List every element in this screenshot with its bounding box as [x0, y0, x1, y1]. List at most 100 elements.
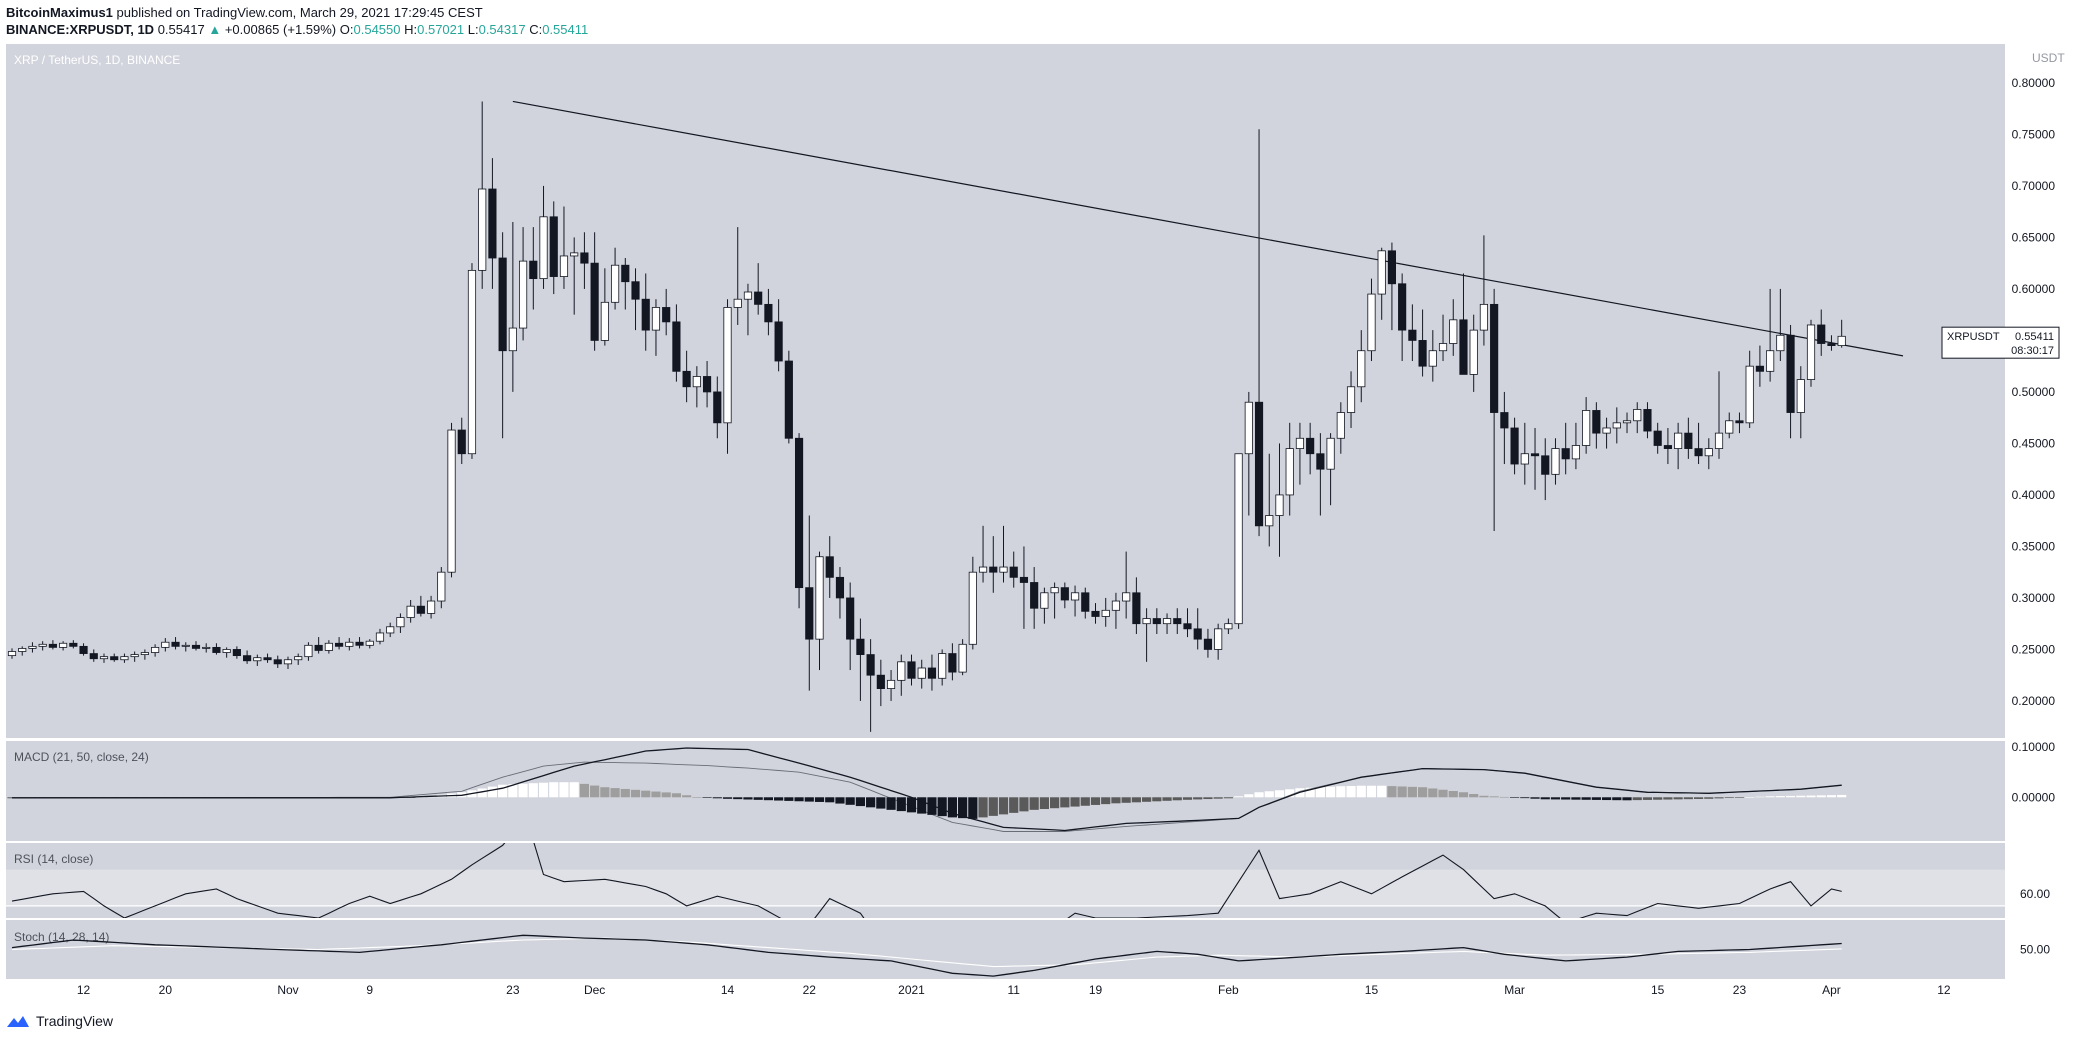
candle-down	[774, 321, 783, 362]
candle-up	[610, 264, 620, 303]
published-text: published on TradingView.com, March 29, …	[116, 5, 483, 20]
macd-histogram-bar	[1029, 797, 1039, 810]
macd-histogram-bar	[1264, 791, 1274, 798]
macd-histogram-bar	[702, 797, 712, 798]
macd-histogram-bar	[1591, 797, 1601, 800]
candle-up	[1377, 250, 1386, 295]
candle-up	[294, 656, 303, 661]
candle-down	[1193, 628, 1202, 640]
macd-histogram-bar	[1458, 792, 1469, 798]
author-name[interactable]: BitcoinMaximus1	[6, 5, 113, 20]
macd-histogram-bar	[1796, 795, 1806, 798]
macd-histogram-bar	[1693, 797, 1704, 799]
candle-up	[1776, 334, 1785, 352]
candle-up	[324, 642, 333, 651]
candle-up	[151, 646, 160, 653]
candle-down	[948, 653, 957, 673]
candle-down	[1694, 448, 1703, 457]
candle-up	[1346, 386, 1356, 413]
macd-histogram-bar	[1213, 797, 1223, 799]
candle-up	[815, 556, 824, 640]
last-price-symbol: XRPUSDT	[1947, 331, 2000, 343]
price-tick-label: 0.75000	[2012, 127, 2056, 141]
candle-up	[1725, 420, 1734, 434]
candle-down	[1755, 365, 1764, 372]
macd-histogram-bar	[1826, 795, 1837, 798]
candle-up	[283, 659, 293, 665]
stoch-d-line	[11, 937, 1842, 968]
macd-histogram-bar	[1315, 787, 1325, 798]
candle-up	[386, 626, 395, 634]
candle-down	[1316, 453, 1325, 470]
macd-histogram-bar	[1581, 797, 1591, 800]
macd-histogram-bar	[733, 797, 743, 800]
rsi-label: RSI (14, close)	[14, 852, 93, 866]
candle-down	[713, 391, 722, 424]
price-tick-label: 0.60000	[2012, 282, 2056, 296]
price-tick-label: 0.25000	[2012, 642, 2056, 656]
candle-down	[1786, 334, 1795, 413]
macd-histogram-bar	[569, 782, 579, 798]
time-tick-label: 20	[159, 983, 173, 997]
candle-down	[1387, 250, 1397, 285]
macd-histogram-bar	[1121, 797, 1131, 803]
candle-up	[570, 252, 579, 257]
macd-histogram-bar	[1162, 797, 1172, 801]
candle-down	[866, 654, 875, 676]
macd-histogram-bar	[1530, 797, 1540, 799]
footer-brand[interactable]: TradingView	[6, 1013, 113, 1029]
candle-up	[1602, 427, 1611, 434]
candle-down	[1408, 329, 1417, 341]
candle-down	[488, 188, 497, 259]
macd-histogram-bar	[1734, 797, 1745, 798]
macd-histogram-bar	[1724, 797, 1734, 798]
macd-histogram-bar	[1152, 797, 1162, 802]
candle-down	[835, 576, 845, 599]
macd-histogram-bar	[528, 783, 538, 798]
change-value: +0.00865 (+1.59%)	[224, 22, 337, 37]
candle-up	[651, 307, 661, 331]
macd-histogram-bar	[1837, 794, 1847, 798]
main-pane-bg	[6, 44, 2005, 739]
candle-up	[406, 605, 415, 618]
macd-tick-label: 0.10000	[2012, 740, 2056, 754]
candle-down	[549, 216, 558, 277]
low-label: L:	[467, 22, 479, 37]
macd-histogram-bar	[508, 784, 518, 798]
macd-histogram-bar	[641, 790, 651, 798]
macd-histogram-bar	[549, 782, 559, 798]
macd-histogram-bar	[1131, 797, 1141, 803]
candle-up	[7, 651, 17, 657]
candle-down	[232, 649, 241, 657]
macd-pane-bg	[6, 741, 2005, 841]
candle-up	[723, 307, 732, 424]
price-axis-bg	[2005, 44, 2078, 739]
candle-up	[1234, 453, 1243, 625]
candle-down	[1541, 455, 1550, 475]
time-tick-label: Apr	[1822, 983, 1841, 997]
macd-histogram-bar	[620, 788, 630, 798]
macd-histogram-bar	[1366, 785, 1377, 798]
candle-down	[1306, 437, 1315, 455]
macd-histogram-bar	[886, 797, 896, 810]
candle-down	[631, 281, 640, 300]
candle-down	[529, 260, 538, 280]
candle-down	[876, 674, 885, 689]
candle-up	[161, 641, 170, 648]
macd-histogram-bar	[1745, 797, 1755, 798]
macd-histogram-bar	[917, 797, 927, 814]
candle-up	[1070, 592, 1080, 601]
macd-histogram-bar	[998, 797, 1009, 815]
time-tick-label: 23	[506, 983, 520, 997]
rsi-tick-label: 60.00	[2020, 887, 2050, 901]
candle-down	[621, 264, 630, 283]
candle-up	[1612, 422, 1621, 429]
macd-histogram-bar	[579, 783, 590, 798]
candle-up	[365, 640, 374, 646]
macd-histogram-bar	[845, 797, 855, 805]
candle-up	[1806, 324, 1816, 380]
header: BitcoinMaximus1 published on TradingView…	[0, 0, 2078, 40]
candle-up	[1745, 365, 1754, 424]
tradingview-logo-icon	[7, 1016, 29, 1027]
